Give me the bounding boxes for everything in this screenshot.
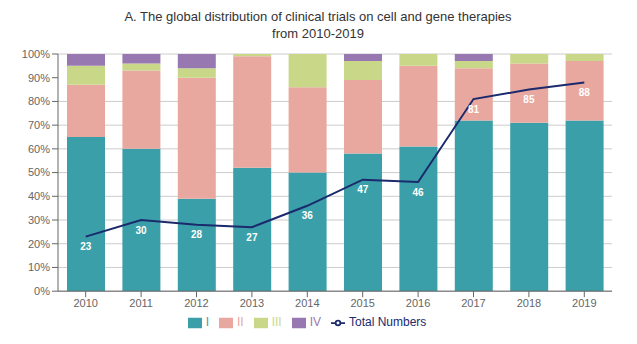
svg-text:28: 28	[191, 229, 203, 240]
svg-text:40%: 40%	[28, 190, 50, 202]
svg-text:70%: 70%	[28, 119, 50, 131]
svg-text:46: 46	[413, 187, 425, 198]
svg-text:2019: 2019	[572, 297, 596, 309]
html-text:III: III	[271, 315, 282, 330]
svg-text:80%: 80%	[28, 95, 50, 107]
svg-text:2015: 2015	[350, 297, 374, 309]
svg-text:60%: 60%	[28, 143, 50, 155]
html-text:I: I	[205, 315, 209, 330]
svg-text:23: 23	[80, 241, 92, 252]
svg-text:2014: 2014	[295, 297, 319, 309]
svg-text:30%: 30%	[28, 214, 50, 226]
svg-text:100%: 100%	[22, 48, 50, 60]
svg-text:47: 47	[357, 184, 369, 195]
svg-text:20%: 20%	[28, 238, 50, 250]
html-text:A. The global distribution of: A. The global distribution of clinical t…	[124, 9, 512, 24]
svg-text:27: 27	[246, 232, 258, 243]
html-text:from 2010-2019: from 2010-2019	[272, 26, 364, 41]
svg-text:30: 30	[136, 225, 148, 236]
svg-text:2018: 2018	[517, 297, 541, 309]
svg-text:2016: 2016	[406, 297, 430, 309]
svg-text:10%: 10%	[28, 261, 50, 273]
svg-text:2011: 2011	[129, 297, 153, 309]
svg-text:36: 36	[302, 210, 314, 221]
svg-text:2010: 2010	[73, 297, 97, 309]
svg-text:85: 85	[523, 94, 535, 105]
svg-text:50%: 50%	[28, 166, 50, 178]
svg-text:81: 81	[468, 104, 480, 115]
svg-text:2012: 2012	[184, 297, 208, 309]
svg-text:2017: 2017	[461, 297, 485, 309]
html-text:II: II	[237, 315, 244, 330]
svg-text:0%: 0%	[34, 285, 50, 297]
html-text:Total Numbers: Total Numbers	[349, 315, 427, 330]
svg-text:2013: 2013	[240, 297, 264, 309]
svg-text:90%: 90%	[28, 72, 50, 84]
html-text:IV: IV	[309, 315, 321, 330]
svg-text:88: 88	[579, 87, 591, 98]
